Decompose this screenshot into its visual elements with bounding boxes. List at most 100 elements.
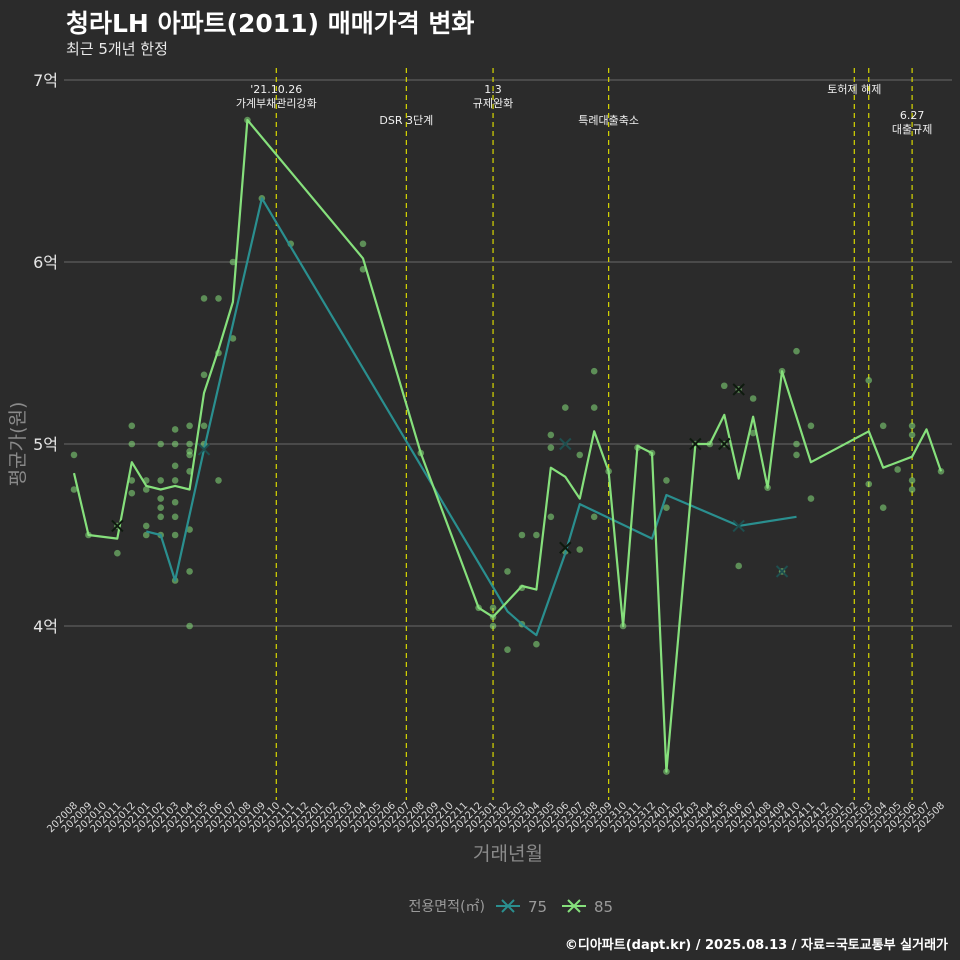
transaction-point <box>171 531 179 539</box>
transaction-point <box>533 640 540 648</box>
transaction-point <box>504 568 511 575</box>
transaction-point <box>908 477 916 484</box>
transaction-point <box>128 440 136 448</box>
transaction-point <box>70 486 78 493</box>
transaction-point <box>171 477 179 484</box>
highlight-marks <box>111 383 789 578</box>
transaction-point <box>908 431 916 439</box>
transaction-point <box>807 495 815 502</box>
transaction-point <box>171 513 179 521</box>
x-mark <box>559 541 572 554</box>
x-mark <box>732 383 745 396</box>
y-axis-label: 평균가(원) <box>7 402 29 487</box>
transaction-point <box>186 526 193 533</box>
y-tick-label: 5억 <box>33 435 58 454</box>
transaction-point <box>504 646 511 653</box>
transaction-point <box>157 440 164 448</box>
transaction-point <box>793 451 800 459</box>
transaction-point <box>547 431 555 439</box>
legend-item-75: 75 <box>496 898 547 916</box>
x-mark <box>559 437 572 451</box>
transaction-point <box>157 495 164 502</box>
transaction-point <box>547 444 555 451</box>
transaction-point <box>590 513 598 521</box>
series-line-75 <box>146 197 797 637</box>
y-tick-label: 6억 <box>33 253 58 272</box>
transaction-point <box>533 531 540 539</box>
transaction-point <box>576 546 584 553</box>
event-label: 6.27 대출규제 <box>892 109 932 136</box>
event-label: 1.3 규제완화 <box>473 83 513 110</box>
transaction-point <box>663 477 670 484</box>
transaction-point <box>807 422 815 430</box>
transaction-point <box>70 451 78 459</box>
transaction-point <box>186 422 193 430</box>
x-mark <box>775 565 789 578</box>
transaction-point <box>171 426 179 433</box>
transaction-point <box>735 562 742 570</box>
transaction-point <box>908 422 916 430</box>
transaction-point <box>908 486 916 493</box>
transaction-point <box>157 477 164 484</box>
transaction-point <box>894 466 901 473</box>
event-label: DSR 3단계 <box>379 114 433 127</box>
transaction-point <box>215 295 222 302</box>
transaction-point <box>157 513 164 521</box>
y-tick-label: 7억 <box>33 71 58 90</box>
x-mark <box>718 437 731 451</box>
grid <box>64 79 952 627</box>
legend: 전용면적(㎡) 75 85 <box>409 898 614 916</box>
legend-label: 85 <box>594 898 613 916</box>
transaction-point <box>200 295 208 302</box>
transaction-point <box>720 382 728 390</box>
transaction-point <box>171 498 179 506</box>
transaction-point <box>489 622 497 630</box>
transaction-point <box>518 531 526 539</box>
x-axis-label: 거래년월 <box>473 843 543 865</box>
transaction-point <box>157 504 164 512</box>
x-mark <box>197 443 211 456</box>
transaction-point <box>590 367 598 375</box>
x-mark <box>111 519 124 533</box>
transaction-point <box>749 395 757 402</box>
transaction-point <box>215 477 222 484</box>
transaction-point <box>879 422 887 430</box>
transaction-point <box>128 477 136 484</box>
transaction-point <box>142 531 150 539</box>
event-label: 토허제 해제 <box>827 82 881 96</box>
transaction-point <box>186 451 193 459</box>
source-caption: ©디아파트(dapt.kr) / 2025.08.13 / 자료=국토교통부 실… <box>564 938 948 953</box>
chart-title: 청라LH 아파트(2011) 매매가격 변화 <box>66 9 475 38</box>
x-mark <box>732 519 745 533</box>
event-label: '21.10.26 가계부채관리강화 <box>236 83 317 110</box>
transaction-point <box>879 504 887 512</box>
legend-title: 전용면적(㎡) <box>409 899 485 915</box>
series-line-85 <box>72 118 943 773</box>
transaction-point <box>128 489 136 497</box>
transaction-point <box>142 522 150 530</box>
transaction-point <box>562 404 569 411</box>
event-label: 특례대출축소 <box>578 114 639 127</box>
transaction-point <box>171 440 179 448</box>
legend-label: 75 <box>528 898 547 916</box>
transaction-point <box>576 451 584 459</box>
transaction-point <box>793 347 800 355</box>
transaction-point <box>229 335 237 342</box>
transaction-point <box>865 377 873 384</box>
transaction-point <box>142 486 150 493</box>
transaction-point <box>186 622 193 630</box>
transaction-point <box>865 480 873 488</box>
transaction-point <box>186 568 193 575</box>
transaction-point <box>200 422 208 430</box>
x-axis: 2020082020092020102020112020122021012021… <box>45 800 947 835</box>
transaction-point <box>663 504 670 512</box>
transaction-point <box>547 513 555 521</box>
y-axis: 4억 5억 6억 7억 <box>33 71 58 636</box>
transaction-point <box>229 258 237 266</box>
transaction-point <box>590 404 598 411</box>
series-lines <box>72 118 943 773</box>
transaction-point <box>749 429 757 437</box>
transaction-point <box>128 422 136 430</box>
transaction-point <box>489 604 497 612</box>
